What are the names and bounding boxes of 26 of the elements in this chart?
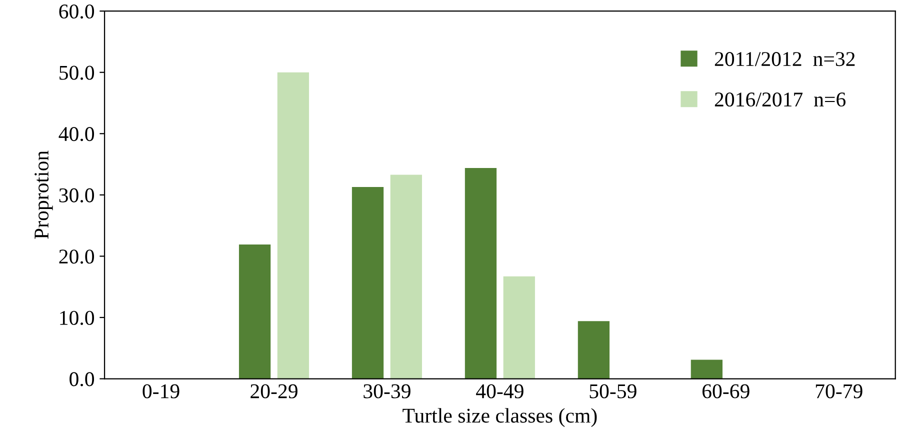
y-tick-label: 30.0 bbox=[59, 188, 94, 202]
bar bbox=[690, 360, 723, 379]
x-tick-label: 50-59 bbox=[590, 384, 636, 398]
y-tick-label: 60.0 bbox=[59, 4, 94, 19]
bar bbox=[238, 244, 271, 379]
x-tick-label: 30-39 bbox=[364, 384, 410, 398]
x-tick-label: 60-69 bbox=[702, 384, 750, 398]
x-tick-label: 70-79 bbox=[816, 384, 862, 398]
y-tick-label: 40.0 bbox=[58, 127, 94, 142]
y-tick-label: 50.0 bbox=[60, 66, 94, 80]
y-tick-label: 0.0 bbox=[70, 372, 94, 386]
bar bbox=[503, 276, 535, 379]
x-tick-label: 0-19 bbox=[142, 384, 180, 398]
y-tick-label: 10.0 bbox=[60, 310, 94, 326]
bar bbox=[464, 168, 497, 379]
y-tick-label: 20.0 bbox=[59, 250, 94, 264]
bar bbox=[277, 72, 310, 379]
bar bbox=[352, 186, 384, 379]
x-tick-label: 20-29 bbox=[250, 384, 298, 398]
y-axis-title: Proprotion bbox=[34, 150, 53, 239]
legend-label: 2016/2017 n=6 bbox=[714, 92, 846, 107]
x-tick-label: 40-49 bbox=[476, 384, 524, 398]
bar bbox=[390, 174, 422, 379]
bar bbox=[578, 321, 610, 379]
legend-label: 2011/2012 n=32 bbox=[714, 52, 855, 66]
x-axis-title: Turtle size classes (cm) bbox=[402, 408, 597, 427]
